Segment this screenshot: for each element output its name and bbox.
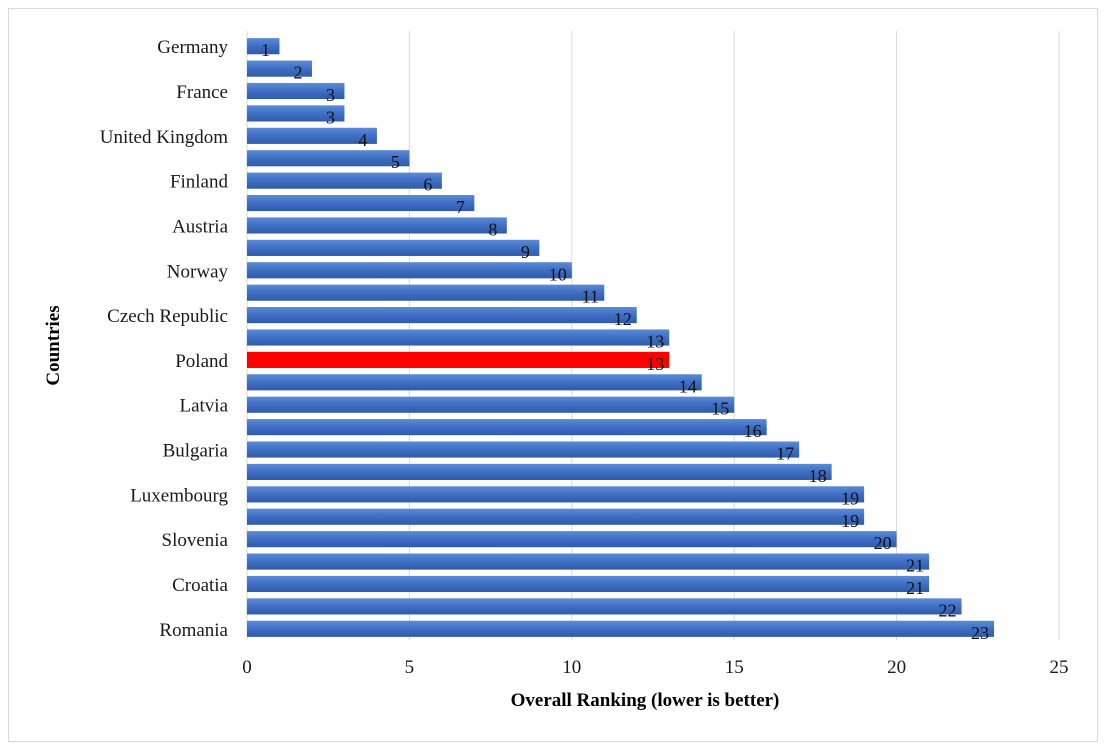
x-tick-labels: 0 5 10 15 20 25 xyxy=(242,657,1068,678)
bars xyxy=(247,38,995,637)
bar xyxy=(247,239,540,256)
bar xyxy=(247,463,832,481)
bar xyxy=(247,396,735,413)
category-label: Bulgaria xyxy=(163,441,229,462)
ranking-bar-chart: 1233456789101112131314151617181919202121… xyxy=(43,31,1069,711)
data-label: 3 xyxy=(326,85,335,105)
bar xyxy=(247,575,930,593)
bar xyxy=(247,419,767,436)
bar xyxy=(247,194,475,212)
data-label: 19 xyxy=(841,511,859,531)
data-label: 20 xyxy=(874,533,892,553)
data-label: 13 xyxy=(646,332,664,352)
category-label: Finland xyxy=(170,172,229,193)
data-label: 7 xyxy=(456,197,465,217)
category-label: Latvia xyxy=(179,396,228,417)
data-label: 11 xyxy=(582,287,599,307)
bar xyxy=(247,531,897,548)
data-label: 15 xyxy=(711,399,729,419)
data-label: 12 xyxy=(614,309,632,329)
bar xyxy=(247,620,995,637)
bar xyxy=(247,105,345,122)
bar xyxy=(247,284,605,301)
x-tick-label: 15 xyxy=(725,657,744,678)
bar xyxy=(247,262,572,279)
category-label: Romania xyxy=(159,620,228,641)
data-label: 14 xyxy=(679,376,697,396)
bar xyxy=(247,127,377,144)
data-label: 4 xyxy=(358,130,367,150)
x-tick-label: 0 xyxy=(242,657,252,678)
data-label: 22 xyxy=(939,600,957,620)
category-label: Norway xyxy=(167,261,229,282)
data-labels: 1233456789101112131314151617181919202121… xyxy=(261,40,989,643)
category-label: Austria xyxy=(172,216,229,237)
category-label: Germany xyxy=(157,37,228,58)
category-labels: Germany France United Kingdom Finland Austri… xyxy=(100,37,229,641)
bar-highlight xyxy=(247,351,670,368)
bar xyxy=(247,60,312,77)
category-label: Slovenia xyxy=(162,530,229,551)
data-label: 17 xyxy=(776,444,794,464)
x-tick-label: 10 xyxy=(562,657,581,678)
bar xyxy=(247,486,865,503)
x-tick-label: 5 xyxy=(405,657,415,678)
data-label: 9 xyxy=(521,242,530,262)
x-axis-title: Overall Ranking (lower is better) xyxy=(511,690,780,711)
data-label: 6 xyxy=(423,175,432,195)
data-label: 16 xyxy=(744,421,762,441)
data-label: 10 xyxy=(549,264,567,284)
bar xyxy=(247,82,345,100)
data-label: 13 xyxy=(646,354,664,374)
data-label: 21 xyxy=(906,556,924,576)
bar xyxy=(247,217,507,234)
chart-frame: 1 2 3 3 4 5 6 7 8 9 10 11 12 13 13 14 15 16 17 18 19 19 20 21 21… xyxy=(8,8,1098,742)
data-label: 1 xyxy=(261,40,270,60)
bar xyxy=(247,553,930,570)
category-label: Czech Republic xyxy=(107,306,228,327)
bar xyxy=(247,38,280,55)
bar xyxy=(247,150,410,167)
data-label: 21 xyxy=(906,578,924,598)
bar xyxy=(247,374,702,391)
category-label: United Kingdom xyxy=(100,127,228,148)
bar xyxy=(247,329,670,346)
x-tick-label: 25 xyxy=(1050,657,1069,678)
data-label: 5 xyxy=(391,152,400,172)
x-tick-label: 20 xyxy=(887,657,906,678)
bar xyxy=(247,307,637,324)
category-label: Luxembourg xyxy=(130,485,228,506)
data-label: 3 xyxy=(326,107,335,127)
category-label: Croatia xyxy=(172,575,228,596)
category-label: France xyxy=(176,82,228,103)
bar xyxy=(247,508,865,525)
data-label: 2 xyxy=(293,63,302,83)
data-label: 23 xyxy=(971,623,989,643)
data-label: 8 xyxy=(488,219,497,239)
data-label: 19 xyxy=(841,488,859,508)
y-axis-title: Countries xyxy=(43,305,64,385)
data-label: 18 xyxy=(809,466,827,486)
bar xyxy=(247,598,962,615)
bar xyxy=(247,441,800,458)
category-label: Poland xyxy=(175,351,228,372)
bar xyxy=(247,172,442,189)
